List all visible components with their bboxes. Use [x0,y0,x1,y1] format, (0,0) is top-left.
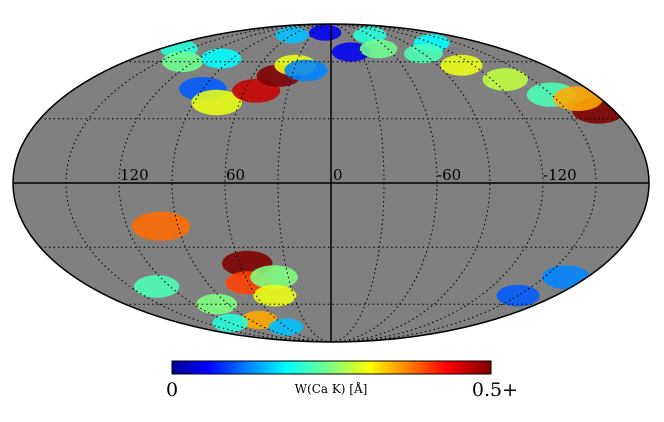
data-region-28 [240,310,278,330]
lon-label-60: 60 [226,166,245,184]
data-region-8 [191,89,242,116]
data-region-14 [359,39,398,59]
meridian-line [171,24,332,342]
meridian-line [224,24,332,342]
colorbar-min-label: 0 [166,379,178,401]
colorbar-gradient [171,360,492,375]
longitude-labels: 120 60 0 -60 -120 [120,166,577,184]
data-region-29 [212,313,249,332]
data-region-17 [482,68,528,91]
map-outline [12,23,650,343]
data-region-12 [284,59,328,82]
data-region-27 [134,275,180,298]
data-region-32 [542,265,590,289]
meridian-line [330,24,491,342]
data-region-21 [131,211,191,241]
data-region-1 [309,24,342,41]
data-region-26 [196,293,238,315]
meridian-line [330,24,438,342]
data-region-6 [201,48,242,69]
lon-label-120: 120 [120,166,149,184]
data-region-30 [268,318,304,336]
data-region-24 [250,265,298,289]
colorbar: 0 W(Ca K) [Å] 0.5+ [166,360,518,401]
colorbar-max-label: 0.5+ [472,379,518,401]
data-region-5 [161,51,203,73]
lon-label-0: 0 [333,166,343,184]
data-region-20 [553,86,603,111]
colorbar-label: W(Ca K) [Å] [295,381,368,396]
data-region-16 [440,54,483,76]
lon-label-minus-60: -60 [437,166,461,184]
data-region-25 [253,284,297,307]
lon-label-minus-120: -120 [543,166,577,184]
